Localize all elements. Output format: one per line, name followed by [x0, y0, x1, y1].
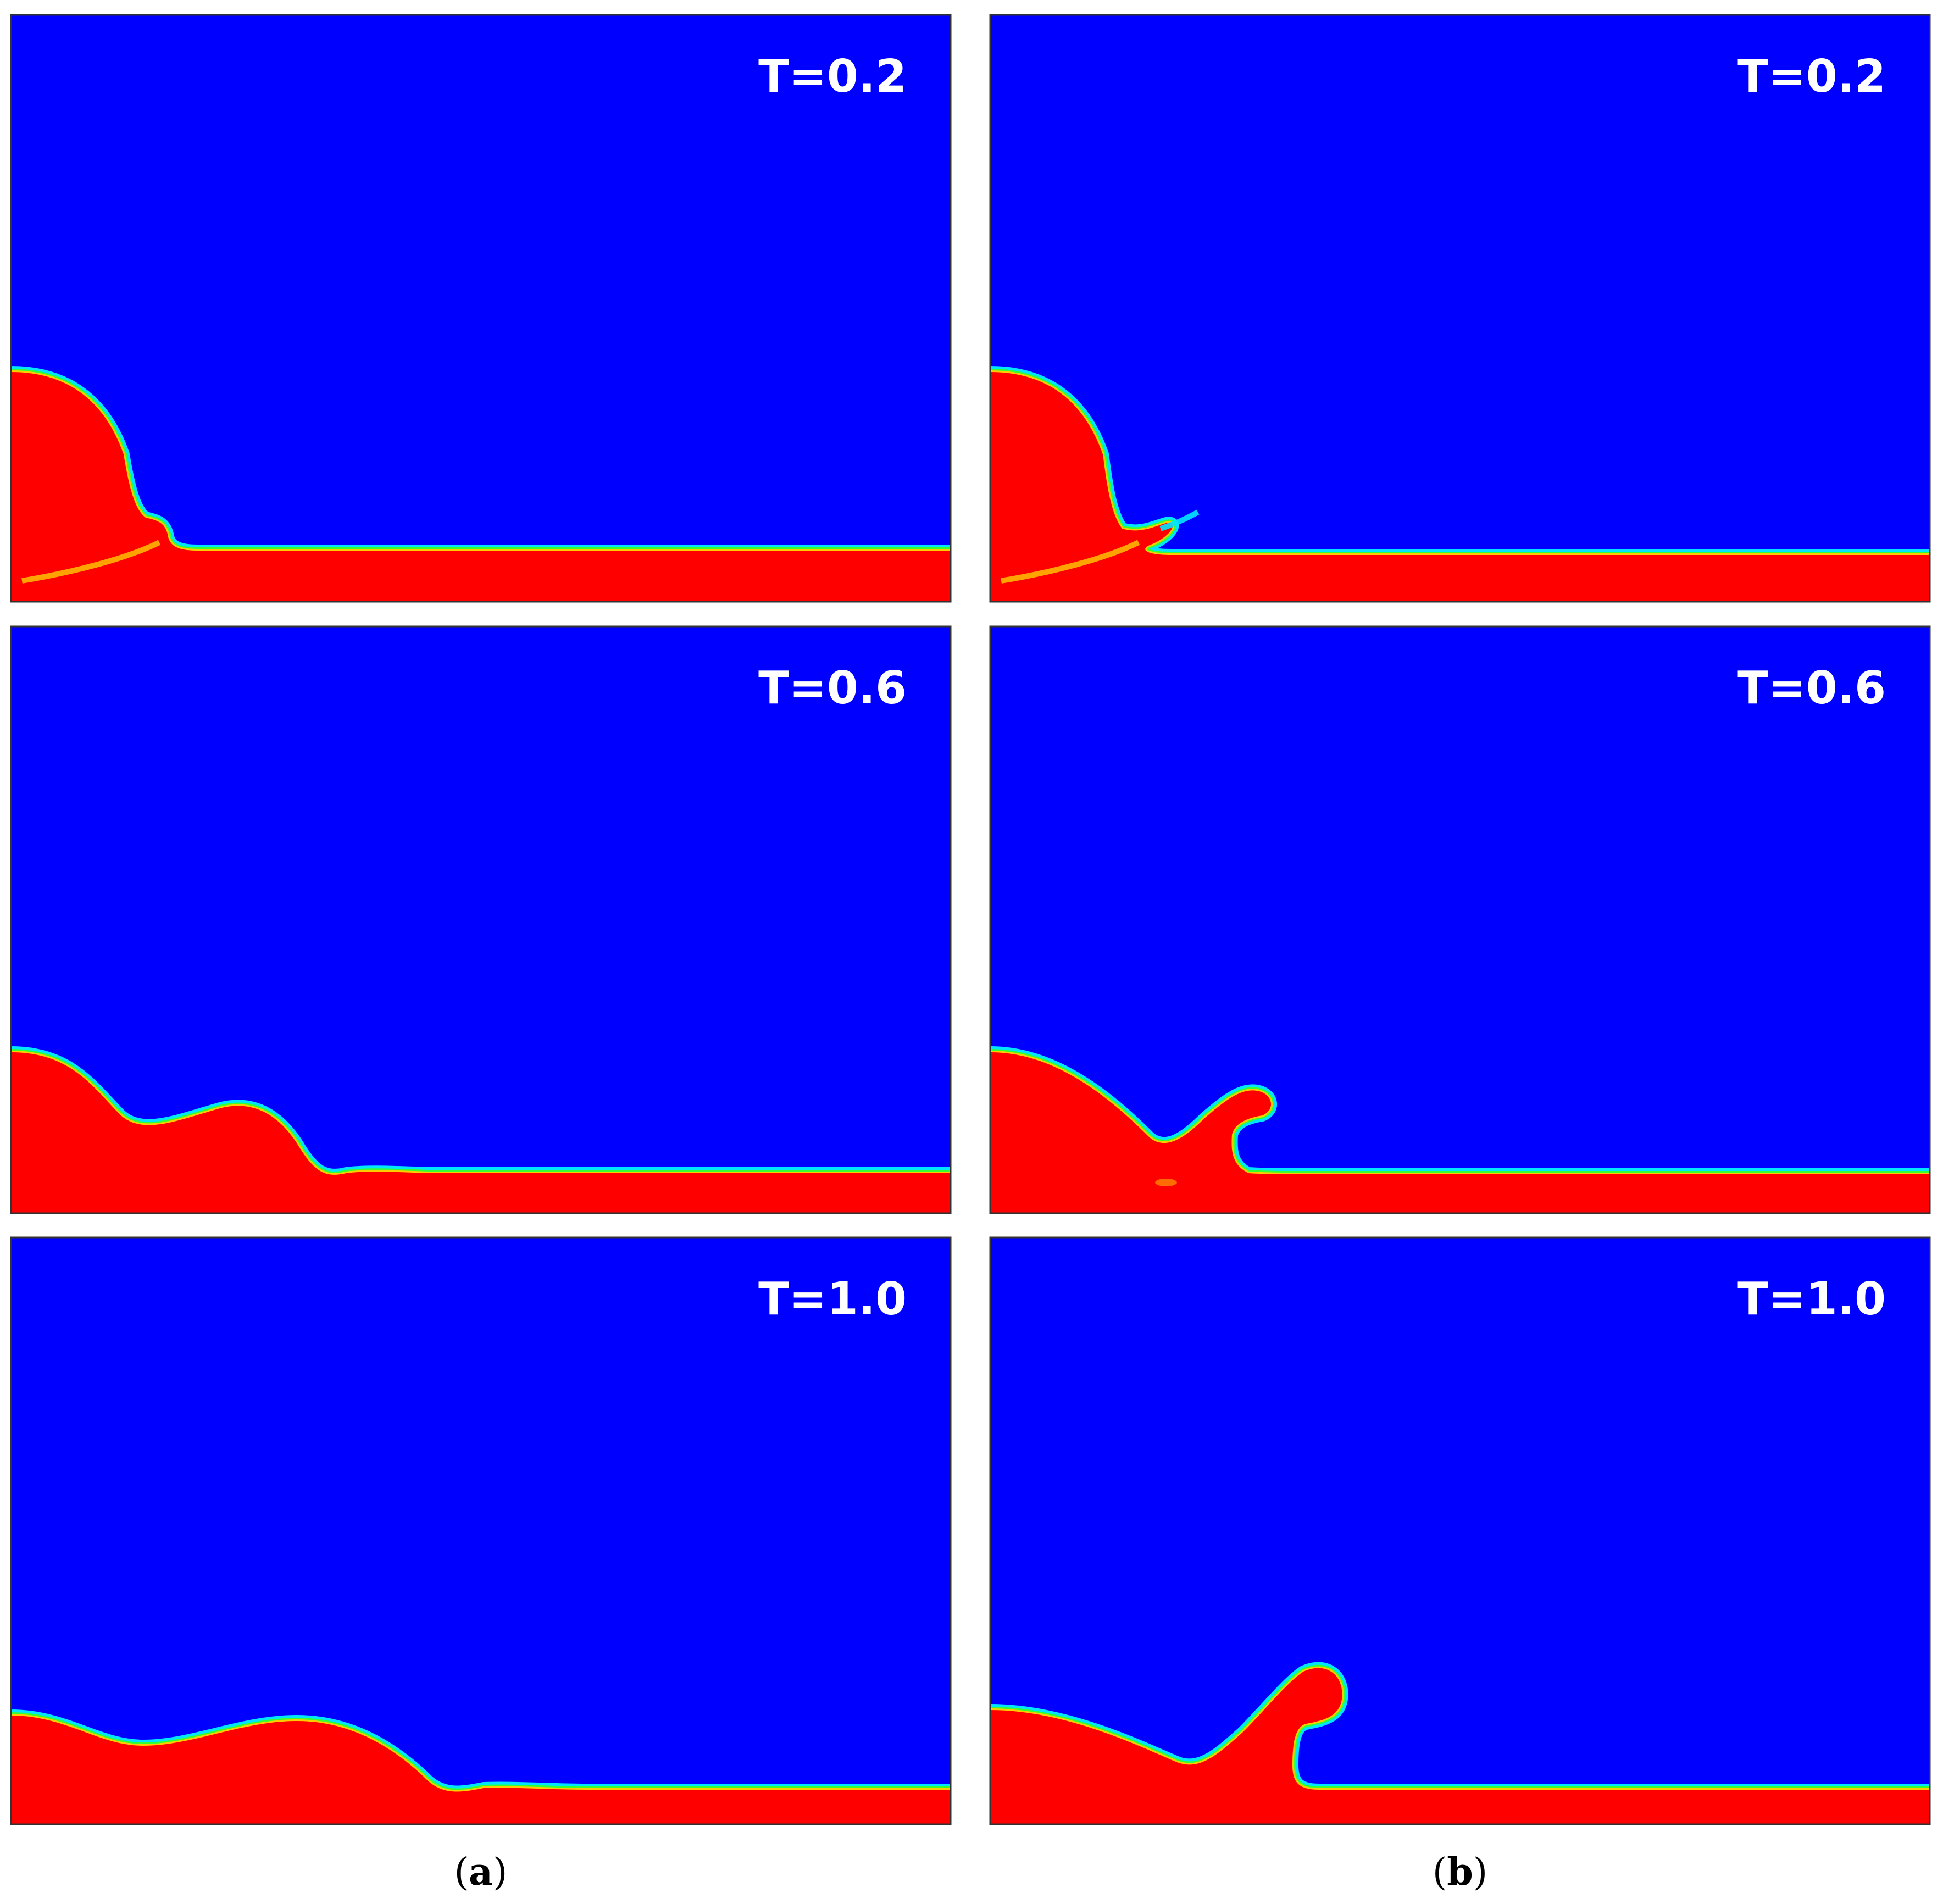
panel-a-t06: T=0.6	[10, 625, 952, 1214]
panel-b-t10: T=1.0	[989, 1236, 1931, 1825]
panel-a-t10: T=1.0	[10, 1236, 952, 1825]
caption-a-letter: a	[469, 1850, 493, 1894]
gas-region	[990, 15, 1930, 602]
panel-b-t02: T=0.2	[989, 14, 1931, 603]
panel-frame	[989, 1236, 1931, 1825]
entrapped-film	[1001, 540, 1140, 584]
panel-frame	[10, 625, 952, 1214]
liquid-interface	[11, 1716, 951, 1824]
ejecta-sheet	[1159, 509, 1200, 531]
time-label: T=0.2	[758, 51, 907, 103]
caption-b-letter: b	[1447, 1850, 1473, 1894]
time-label: T=0.2	[1737, 51, 1886, 103]
liquid-interface	[990, 372, 1930, 602]
gas-region	[990, 626, 1930, 1213]
panel-frame	[10, 14, 952, 603]
caption-a-open: (	[454, 1851, 469, 1894]
entrapped-film	[21, 540, 161, 584]
caption-a-close: )	[493, 1851, 508, 1894]
panel-frame	[989, 14, 1931, 603]
panel-frame	[10, 1236, 952, 1825]
time-label: T=0.6	[1737, 662, 1886, 714]
caption-b-open: (	[1433, 1851, 1447, 1894]
panel-frame	[989, 625, 1931, 1214]
liquid-interface	[990, 1668, 1930, 1824]
caption-b-close: )	[1473, 1851, 1488, 1894]
gas-region	[990, 1237, 1930, 1824]
caption-a: (a)	[454, 1850, 507, 1894]
time-label: T=1.0	[758, 1273, 907, 1325]
time-label: T=0.6	[758, 662, 907, 714]
gas-region	[11, 1237, 951, 1824]
gas-region	[11, 15, 951, 602]
interface-band	[11, 1051, 951, 1213]
liquid-interface	[11, 372, 951, 602]
panel-a-t02: T=0.2	[10, 14, 952, 603]
caption-b: (b)	[1433, 1850, 1488, 1894]
time-label: T=1.0	[1737, 1273, 1886, 1325]
droplet-artifact	[1155, 1179, 1177, 1186]
liquid-interface	[990, 1052, 1930, 1213]
gas-region	[11, 626, 951, 1213]
panel-b-t06: T=0.6	[989, 625, 1931, 1214]
liquid-interface	[11, 1052, 951, 1213]
